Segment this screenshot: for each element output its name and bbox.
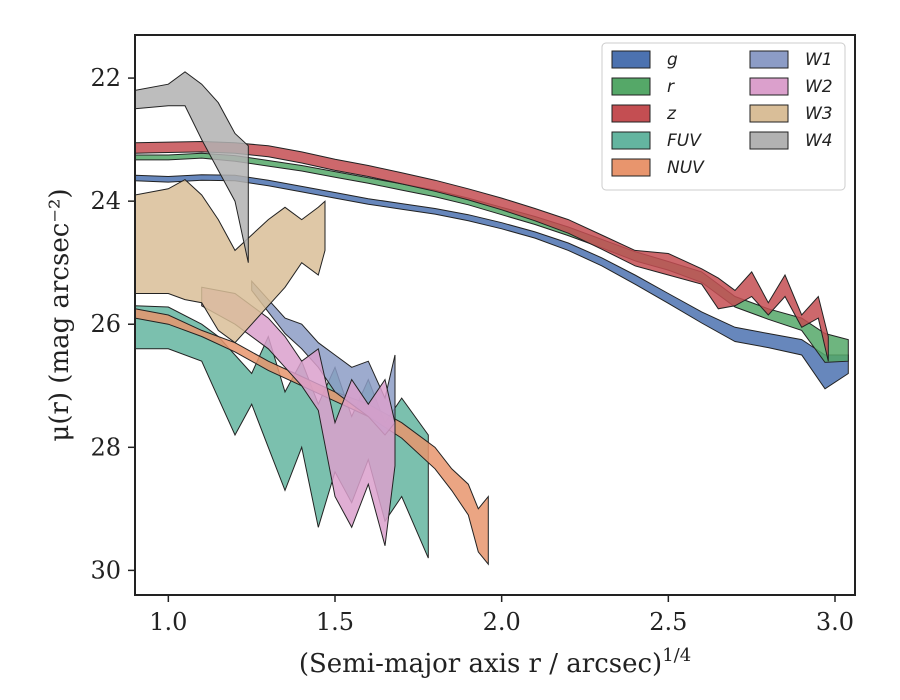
- y-axis-label: μ(r) (mag arcsec⁻²): [45, 188, 75, 441]
- legend-swatch-w1: [749, 50, 789, 69]
- legend-swatch-w2: [749, 77, 789, 96]
- legend-label-w1: W1: [805, 50, 833, 70]
- x-axis: 1.0 1.5 2.0 2.5 3.0: [149, 595, 854, 636]
- y-tick-label: 28: [90, 433, 121, 461]
- legend-swatch-g: [611, 50, 651, 69]
- legend-swatch-r: [611, 77, 651, 96]
- band-w4: [135, 71, 249, 263]
- legend-label-w2: W2: [805, 77, 833, 97]
- x-tick-label: 3.0: [816, 608, 854, 636]
- legend-swatch-z: [611, 104, 651, 123]
- legend-swatch-fuv: [611, 131, 651, 150]
- x-tick-label: 1.0: [149, 608, 187, 636]
- band-z: [135, 140, 829, 362]
- legend-swatch-w3: [749, 104, 789, 123]
- legend-label-w4: W4: [805, 131, 833, 151]
- legend-swatch-w4: [749, 131, 789, 150]
- x-tick-label: 1.5: [316, 608, 354, 636]
- y-tick-label: 30: [90, 556, 121, 584]
- band-w3: [135, 178, 326, 344]
- y-tick-label: 22: [90, 64, 121, 92]
- legend-label-fuv: FUV: [667, 131, 702, 151]
- y-tick-label: 24: [90, 187, 121, 215]
- x-axis-label: (Semi-major axis r / arcsec)1/4: [299, 645, 691, 679]
- legend-label-nuv: NUV: [667, 158, 705, 178]
- x-tick-label: 2.5: [649, 608, 687, 636]
- band-g: [135, 174, 849, 390]
- legend-label-w3: W3: [805, 104, 833, 124]
- legend-label-g: g: [667, 50, 678, 70]
- y-tick-label: 26: [90, 310, 121, 338]
- plot-frame: [134, 34, 856, 596]
- legend-label-z: z: [666, 104, 677, 124]
- legend: grz FUV NUV W1 W2 W3 W4: [601, 42, 846, 191]
- legend-label-r: r: [667, 77, 675, 97]
- y-axis: 22 24 26 28 30: [90, 64, 135, 584]
- data-bands: [135, 71, 849, 566]
- legend-swatch-nuv: [611, 158, 651, 177]
- x-tick-label: 2.0: [483, 608, 521, 636]
- band-w2: [201, 286, 396, 546]
